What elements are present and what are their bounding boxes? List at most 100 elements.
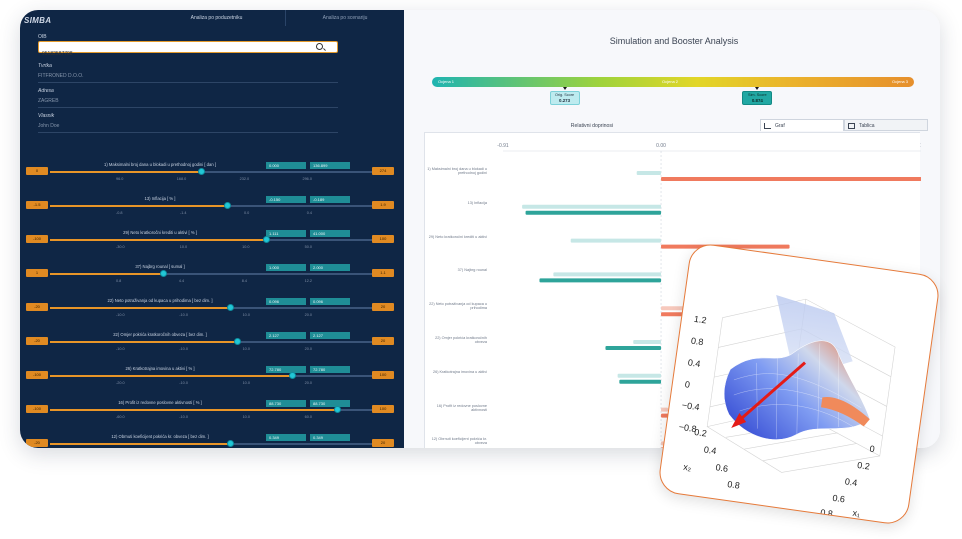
slider-tick-label: 0.4 [306,211,312,215]
slider-sim-input[interactable]: 72.780 [310,366,350,373]
slider-value-input[interactable]: 72.780 [266,366,306,373]
slider-row: -20 22) Omjer pokrića kratkoročnih obveza… [20,332,404,360]
x2-tick-label: 0.6 [715,462,729,474]
slider-sim-input[interactable]: 0.096 [310,298,350,305]
slider-fill [50,375,292,377]
slider-max-button[interactable]: 20 [372,303,394,311]
slider-label: 29) Neto kratkoročni krediti u aktivi [ … [123,230,197,235]
slider-tick-label: -10.0 [179,381,188,385]
slider-min-button[interactable]: -20 [26,303,48,311]
slider-thumb[interactable] [289,372,296,379]
slider-value-input[interactable]: -0.150 [266,196,306,203]
slider-max-button[interactable]: 100 [372,405,394,413]
slider-tick-label: 10.0 [179,245,188,249]
divider [38,107,338,108]
slider-max-button[interactable]: 20 [372,337,394,345]
slider-ticks: -10.0 -10.0 10.0 20.0 [116,313,312,317]
slider-tick-label: 96.0 [116,177,124,181]
tab-analiza-po-poduzetniku[interactable]: Analiza po poduzetniku [190,15,243,21]
tab-graf[interactable]: Graf [760,119,844,131]
z-tick-label: 1.2 [693,314,707,326]
slider-tick-label: 232.0 [239,177,250,181]
slider-min-button[interactable]: -1.5 [26,201,48,209]
slider-sim-input[interactable]: 0.349 [310,434,350,441]
slider-sim-input[interactable]: 2.127 [310,332,350,339]
slider-value-input[interactable]: 1.111 [266,230,306,237]
slider-value-input[interactable]: 1.000 [266,264,306,271]
slider-label: 22) Neto potraživanja od kupaca u prihod… [107,298,213,303]
slider-track[interactable] [50,273,372,275]
x2-tick-label: 0.2 [694,427,708,439]
slider-min-button[interactable]: 1 [26,269,48,277]
vlasnik-value: John Doe [38,123,60,129]
slider-value-input[interactable]: 0.096 [266,298,306,305]
app-logo: SIMBA [24,16,52,25]
oib-field[interactable] [38,41,338,59]
orig-score-marker [562,87,567,90]
slider-fill [50,239,266,241]
slider-value-input[interactable]: 0.000 [266,162,306,169]
tab-tablica-label: Tablica [859,123,875,129]
chart-panel-title: Relativni doprinosi [570,123,614,129]
slider-max-button[interactable]: 1.1 [372,269,394,277]
slider-value-input[interactable]: 0.349 [266,434,306,441]
slider-sim-input[interactable]: 41.000 [310,230,350,237]
slider-thumb[interactable] [224,202,231,209]
slider-max-button[interactable]: 100 [372,235,394,243]
category-label: 37) Najbrg rounal [457,268,487,273]
slider-value-input[interactable]: 88.730 [266,400,306,407]
slider-tick-label: 4.4 [178,279,185,283]
slider-max-button[interactable]: 1.9 [372,201,394,209]
slider-tick-label: -30.0 [116,245,125,249]
slider-min-button[interactable]: -100 [26,371,48,379]
slider-min-button[interactable]: -20 [26,439,48,447]
orig-score-value: 0.273 [559,98,571,103]
slider-min-button[interactable]: 0 [26,167,48,175]
slider-tick-label: -20.0 [116,381,125,385]
contribution-bar [553,272,662,277]
slider-tick-label: 10.0 [242,415,250,419]
search-icon[interactable] [316,43,323,50]
category-label: 22) Omjer pokrića kratkoročnih obveza [435,336,487,344]
slider-sim-input[interactable]: -0.189 [310,196,350,203]
slider-row: 1 37) Najbrg rounal [ sumal ] 1.000 2.000 1.… [20,264,404,292]
slider-track[interactable] [50,171,372,173]
sim-score-marker [755,87,760,90]
slider-label: 1) Maksimalni broj dana u blokadi u pret… [104,162,216,167]
slider-thumb[interactable] [160,270,167,277]
arrow-head-icon [731,412,747,428]
slider-min-button[interactable]: -100 [26,405,48,413]
x2-axis-label: x₂ [683,462,693,473]
slider-sim-input[interactable]: 88.730 [310,400,350,407]
contribution-bar [539,278,662,283]
slider-thumb[interactable] [263,236,270,243]
x2-tick-label: 0.8 [727,479,741,491]
tab-analiza-po-scenariju[interactable]: Analiza po scenariju [285,10,404,26]
contribution-bar [633,340,662,344]
sim-score-box: Sim. Score 0.874 [742,91,773,105]
slider-min-button[interactable]: -20 [26,337,48,345]
slider-row: -20 22) Neto potraživanja od kupaca u pri… [20,298,404,326]
plot-axis-labels: 1.2 0.8 0.4 0 −0.4 −0.8 0 0.2 0.4 0.6 0.8 0.2 0.4 0.6… [678,314,875,519]
slider-sim-input[interactable]: 136.899 [310,162,350,169]
slider-sim-input[interactable]: 2.000 [310,264,350,271]
slider-thumb[interactable] [334,406,341,413]
slider-thumb[interactable] [234,338,241,345]
slider-thumb[interactable] [227,304,234,311]
slider-max-button[interactable]: 274 [372,167,394,175]
slider-tick-label: 12.2 [304,279,312,283]
slider-thumb[interactable] [198,168,205,175]
slider-ticks: -20.0 -10.0 10.0 20.0 [116,381,312,385]
surface-mesh [723,340,871,440]
slider-fill [50,307,230,309]
oib-input[interactable] [39,49,299,59]
tab-tablica[interactable]: Tablica [844,119,928,131]
slider-fill [50,273,163,275]
slider-min-button[interactable]: -100 [26,235,48,243]
rating-gradient-bar: Ocjena 1 Ocjena 2 Ocjena 3 [432,77,914,87]
slider-max-button[interactable]: 20 [372,439,394,447]
slider-tick-label: 10.0 [242,381,250,385]
slider-value-input[interactable]: 2.127 [266,332,306,339]
slider-max-button[interactable]: 100 [372,371,394,379]
slider-thumb[interactable] [227,440,234,447]
